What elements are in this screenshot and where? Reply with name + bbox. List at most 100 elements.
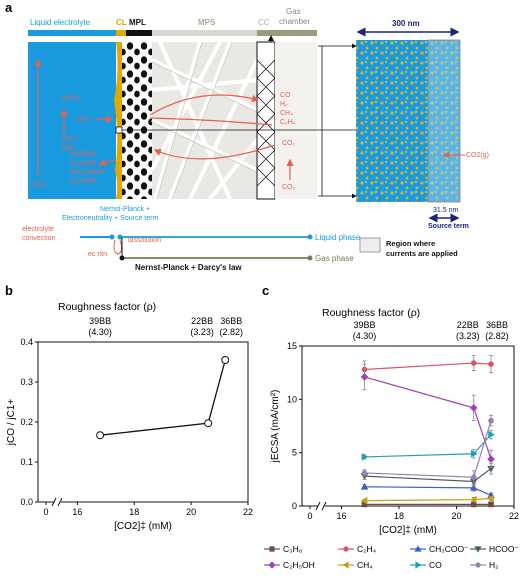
- legend-marker-1: [343, 546, 349, 552]
- c-ytick-label: 0: [292, 501, 297, 511]
- c-top-axis-labels: 39BB(4.30) 22BB(3.23) 36BB(2.82): [353, 320, 509, 341]
- label-cl: CL: [116, 18, 127, 27]
- b-top-name: 39BB: [89, 316, 111, 326]
- c-xtick-label: 18: [394, 511, 404, 521]
- b-ytick-label: 0.2: [20, 417, 33, 427]
- cc-lattice: [256, 59, 276, 187]
- b-xtick-label: 22: [243, 507, 253, 517]
- species-c3h7oh: C₃H₇OH: [70, 178, 96, 185]
- c-series-7-point: [488, 417, 494, 424]
- c-series-6-point: [470, 449, 478, 458]
- bracket: [318, 45, 323, 197]
- label-liquid-electrolyte: Liquid electrolyte: [30, 18, 91, 27]
- b-ytick-label: 0.0: [20, 497, 33, 507]
- c-xtick-label: 16: [336, 511, 346, 521]
- gas-chamber-region: [275, 42, 317, 199]
- c-series-7-point: [470, 474, 477, 481]
- b-top-axis-labels: 39BB(4.30) 22BB(3.23) 36BB(2.82): [88, 316, 243, 337]
- b-break-2: [57, 497, 63, 507]
- c-series-1-point: [488, 361, 494, 367]
- legend-marker-4: [268, 561, 276, 569]
- chart-c-legend: C₃H₈ C₂H₄ CH₃COO⁻ HCOO⁻ C₂H₅OH CH₄ CO H₂: [264, 544, 519, 570]
- legend-ec-rxn: ec rxn: [88, 251, 107, 258]
- c-break-mask: [318, 502, 325, 510]
- zoom-marker: [115, 126, 123, 134]
- c-series-6-point: [361, 453, 369, 461]
- catalyst-layer: [114, 42, 124, 199]
- c-series-4-point: [469, 404, 478, 412]
- species-co2-mid: CO₂: [77, 116, 91, 123]
- b-point: [96, 431, 105, 440]
- b-top-rho: (4.30): [88, 327, 112, 337]
- b-ytick-label: 0.3: [20, 377, 33, 387]
- legend-convection-1: electrolyte: [22, 226, 54, 233]
- c-top-rho: (2.82): [485, 331, 509, 341]
- legend-region-1: Region where: [386, 239, 435, 248]
- legend-dissolution: dissolution: [128, 237, 161, 244]
- b-top-rho: (3.23): [190, 327, 214, 337]
- b-xtick-label: 20: [186, 507, 196, 517]
- c-series-4-point: [360, 373, 369, 381]
- b-frame: [37, 341, 249, 503]
- c-top-title: Roughness factor (ρ): [322, 307, 420, 319]
- legend-label-1: C₂H₄: [357, 544, 377, 554]
- c-top-name: 39BB: [353, 320, 375, 330]
- b-xtick-label: 0: [43, 507, 48, 517]
- legend-liquid-phase: Liquid phase: [315, 233, 361, 242]
- gas-co2-low: CO₂: [282, 184, 296, 191]
- label-mps: MPS: [198, 18, 216, 27]
- c-series-4-point: [487, 455, 495, 463]
- legend-label-0: C₃H₈: [283, 544, 303, 554]
- c-break-2: [321, 501, 327, 511]
- species-hco3: HCO₃⁻: [62, 95, 84, 102]
- legend-gas-phase: Gas phase: [315, 254, 354, 263]
- c-series-7-line: [364, 420, 492, 478]
- legend-region-2: currents are applied: [386, 249, 458, 258]
- gas-arrows: [149, 94, 294, 180]
- c-series-4-line: [364, 376, 492, 460]
- legend-label-5: CH₄: [357, 560, 373, 570]
- c-xtick-label: 22: [509, 511, 519, 521]
- legend-marker-0: [269, 546, 275, 552]
- gas-strip: [257, 30, 317, 36]
- legend-liquid-node: [109, 234, 115, 240]
- b-break-1: [51, 497, 57, 507]
- c-series-1-point: [470, 360, 477, 366]
- species-hcooh: HCOOH: [70, 151, 96, 158]
- b-top-name: 36BB: [220, 316, 242, 326]
- label-cc: CC: [258, 18, 270, 27]
- source-width-label: 31.5 nm: [433, 207, 458, 214]
- legend-marker-6: [415, 561, 422, 569]
- c-series-5-point: [469, 495, 477, 504]
- chart-b: 0 16 18 20 22 0.0 0.1 0.2 0.3 0.4 [CO2]‡ (mM) jCO /…: [6, 337, 253, 532]
- c-series-2-point: [469, 484, 478, 491]
- c-top-rho: (4.30): [353, 331, 377, 341]
- electrolyte-arrows: [34, 58, 117, 175]
- mpl-pores: [122, 42, 152, 199]
- b-top-rho: (2.82): [219, 327, 243, 337]
- b-top-title: Roughness factor (ρ): [58, 301, 156, 313]
- species-c2h5oh: C₂H₅OH: [70, 160, 96, 167]
- label-gas-chamber-2: chamber: [279, 17, 310, 26]
- source-term-label: Source term: [428, 223, 469, 230]
- b-xtick-label: 18: [129, 507, 139, 517]
- b-point: [204, 419, 213, 428]
- zoom-particles: [356, 40, 460, 202]
- c-top-name: 36BB: [486, 320, 508, 330]
- c-xtick-label: 0: [307, 511, 312, 521]
- c-ytick-label: 15: [287, 341, 297, 351]
- electrolyte-strip: [28, 30, 116, 36]
- c-top-name: 22BB: [457, 320, 479, 330]
- mpl-strip: [126, 30, 152, 36]
- gas-c2h4: C₂H₄: [280, 119, 296, 126]
- c-top-rho: (3.23): [456, 331, 480, 341]
- mps-fibers: [150, 41, 259, 201]
- legend-gas-node-end: [307, 255, 313, 261]
- c-xlabel: [CO2]‡ (mM): [379, 525, 437, 536]
- legend-loop: [113, 239, 123, 255]
- c-series-0-point: [361, 501, 368, 508]
- gas-h2: H₂: [280, 101, 288, 108]
- cl-strip: [116, 30, 126, 36]
- panel-a-label: a: [5, 0, 13, 15]
